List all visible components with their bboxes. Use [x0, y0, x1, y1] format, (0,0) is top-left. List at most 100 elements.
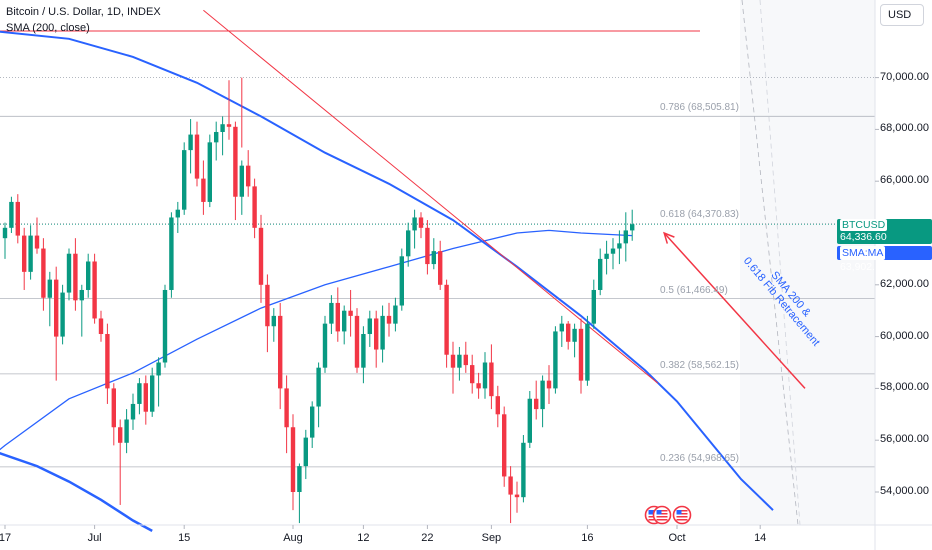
time-tick-label: 22 — [421, 532, 434, 544]
candle-body — [194, 134, 200, 179]
candle-body — [73, 253, 78, 301]
time-tick-label: Aug — [283, 532, 303, 544]
candle-body — [495, 396, 500, 415]
candle-body — [246, 165, 251, 187]
candle-body — [162, 289, 168, 363]
candle-body — [482, 362, 488, 389]
flag-stripe — [676, 519, 688, 521]
candle-body — [143, 383, 148, 412]
fib-level-label: 0.5 (61,466.49) — [660, 284, 728, 296]
candle-body — [514, 494, 520, 498]
price-tick-label: 62,000.00 — [880, 277, 929, 290]
candle-body — [9, 201, 14, 228]
candle-body — [610, 248, 616, 254]
candle-body — [105, 334, 110, 389]
candle-body — [546, 380, 552, 389]
price-tag-value: 64,336.60 — [840, 231, 887, 243]
candle-body — [393, 305, 398, 324]
candle-body — [220, 124, 225, 132]
candle-body — [156, 362, 161, 376]
flag-canton — [656, 510, 662, 515]
candle-body — [271, 315, 276, 327]
sma-200-line — [0, 229, 633, 451]
candle-body — [534, 398, 539, 410]
candle-body — [418, 217, 424, 228]
price-guides — [0, 0, 875, 526]
trend-lines — [203, 9, 806, 389]
price-tag-symbol: BTCUSD — [840, 219, 888, 231]
trend-line — [203, 9, 659, 384]
price-tick-label: 54,000.00 — [880, 485, 929, 497]
candle-body — [239, 165, 244, 197]
candle-body — [124, 419, 129, 443]
candle-body — [521, 442, 526, 498]
candle-body — [297, 466, 302, 492]
candle-body — [540, 380, 545, 410]
candle-body — [2, 227, 8, 239]
economic-events[interactable] — [644, 505, 692, 525]
fib-level-label: 0.236 (54,968.65) — [660, 452, 739, 464]
candle-body — [380, 315, 385, 350]
candle-body — [630, 224, 635, 231]
candle-body — [450, 354, 456, 368]
candle-body — [476, 383, 481, 389]
price-tick-label: 58,000.00 — [880, 381, 929, 394]
candle-body — [41, 248, 46, 298]
event-ring — [652, 505, 672, 525]
candle-body — [598, 258, 603, 290]
candle-body — [508, 476, 513, 495]
candle-body — [412, 217, 417, 231]
candle-body — [86, 261, 91, 290]
candle-body — [258, 227, 264, 285]
candle-body — [566, 323, 571, 342]
candle-body — [310, 406, 315, 438]
candle-body — [367, 318, 372, 335]
flag-stripe — [656, 516, 668, 518]
fib-level-label: 0.382 (58,562.15) — [660, 359, 739, 371]
candle-body — [92, 261, 97, 319]
candle-body — [188, 134, 193, 151]
candle-body — [425, 227, 430, 265]
candle-body — [470, 365, 475, 384]
candle-body — [47, 279, 52, 298]
candle-body — [585, 323, 590, 381]
fib-level-label: 0.618 (64,370.83) — [660, 209, 739, 221]
candle-body — [28, 235, 33, 272]
candle-body — [284, 388, 289, 428]
candle-body — [169, 217, 174, 290]
candle-body — [463, 354, 468, 366]
indicator-legend[interactable]: SMA (200, close) — [6, 22, 90, 34]
candle-body — [22, 235, 27, 272]
flag-stripe — [676, 516, 688, 518]
candle-body — [431, 251, 436, 265]
candle-body — [98, 318, 104, 335]
candle-body — [572, 328, 577, 342]
candle-body — [527, 398, 532, 443]
currency-button[interactable]: USD — [880, 4, 924, 26]
time-tick-label: Jul — [87, 532, 102, 544]
candle-body — [111, 388, 116, 428]
candle-body — [201, 178, 206, 202]
candle-body — [226, 124, 232, 127]
flag-stripe — [648, 519, 660, 521]
time-tick-label: 12 — [357, 532, 370, 544]
projection-line-2 — [759, 0, 801, 526]
price-tick-label: 66,000.00 — [880, 174, 929, 187]
chart-title[interactable]: Bitcoin / U.S. Dollar, 1D, INDEX — [6, 6, 161, 18]
time-tick-label: 14 — [754, 532, 767, 544]
flag-stripe — [656, 513, 668, 515]
sma-tag-value: 63,902.67 — [840, 261, 887, 273]
long-sma-upper-line — [0, 30, 774, 511]
candle-body — [150, 375, 155, 412]
us-event-marker — [652, 505, 672, 525]
candle-body — [374, 318, 379, 350]
sma-lines — [0, 30, 774, 532]
candle-body — [60, 292, 65, 337]
candle-body — [214, 131, 219, 143]
candle-body — [342, 310, 347, 332]
candle-body — [290, 427, 296, 492]
candle-body — [34, 235, 40, 249]
candle-body — [329, 302, 334, 324]
fib-retracement — [0, 115, 875, 468]
